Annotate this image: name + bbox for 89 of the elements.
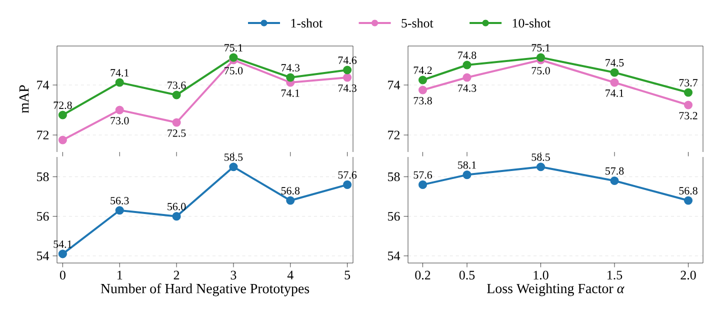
data-label: 57.6 [414,171,432,179]
x-tick-label: 2 [174,270,180,280]
x-axis-title: Number of Hard Negative Prototypes [100,283,310,296]
x-tick-label: 1 [118,270,122,280]
point [343,66,352,74]
data-label: 74.2 [414,66,432,74]
y-tick-label: 72 [37,130,49,140]
data-label: 73.6 [168,82,186,90]
x-tick-label: 0.2 [415,270,430,280]
y-tick-label: 54 [388,252,400,260]
data-label: 73.0 [110,117,129,124]
point [172,118,181,127]
point [229,53,238,62]
data-label: 75.0 [532,67,550,74]
point [462,170,472,180]
y-axis-title: mAP [19,85,29,114]
point [610,68,619,77]
x-tick-label: 1.0 [534,270,548,280]
x-tick-label: 2.0 [680,270,696,280]
data-label: 75.1 [532,44,550,52]
data-label: 75.1 [224,44,242,52]
data-label: 74.1 [110,69,129,77]
y-tick-label: 58 [37,172,49,182]
data-label: 74.3 [338,84,356,92]
data-label: 74.1 [606,89,624,97]
data-label: 57.6 [338,171,357,179]
point [58,250,67,258]
point [286,73,295,82]
y-tick-label: 74 [37,80,50,90]
point [172,90,181,100]
data-label: 58.5 [224,153,243,161]
data-label: 72.8 [54,102,72,110]
data-label: 74.3 [458,84,476,92]
point [115,78,124,87]
data-label: 74.6 [338,56,357,64]
point [343,73,352,82]
x-tick-label: 0.5 [459,270,475,280]
data-label: 58.5 [532,153,550,161]
x-tick-label: 5 [344,270,350,280]
x-tick-label: 1.5 [608,270,622,280]
point [115,106,124,114]
legend-label: 10-shot [512,18,551,28]
point [610,78,619,87]
point [684,196,693,205]
data-label: 75.0 [224,67,243,74]
data-label: 73.8 [414,97,432,104]
x-tick-label: 4 [287,270,294,280]
point [462,60,472,70]
data-label: 72.5 [168,130,186,137]
data-label: 54.1 [54,240,72,248]
point [418,180,428,189]
point [610,176,619,186]
data-label: 74.1 [282,89,300,97]
point [418,86,428,94]
data-label: 74.5 [606,59,624,67]
legend-label: 1-shot [291,18,322,28]
data-label: 58.1 [458,161,476,169]
point [536,162,546,172]
point [536,53,546,62]
data-label: 56.0 [168,202,186,210]
x-axis-title: Loss Weighting Factor α [487,283,624,296]
x-tick-label: 0 [60,270,66,280]
y-tick-label: 72 [388,130,400,140]
legend-label: 5-shot [402,18,434,28]
y-tick-label: 56 [37,212,49,221]
y-tick-label: 54 [37,252,50,260]
data-label: 73.7 [679,79,698,87]
y-tick-label: 74 [388,80,400,90]
point [684,88,693,97]
point [343,180,352,189]
x-tick-label: 3 [230,270,236,280]
data-label: 74.3 [282,64,300,72]
point [115,206,124,215]
point [58,110,67,120]
data-label: 56.8 [679,187,698,195]
data-label: 73.2 [679,112,698,120]
point [229,162,238,172]
data-label: 74.8 [458,52,476,60]
data-label: 56.8 [281,187,300,195]
point [418,76,428,84]
data-label: 57.8 [606,167,624,175]
point [58,136,67,144]
point [286,196,295,205]
data-label: 56.3 [110,196,129,204]
point [462,73,472,82]
point [172,212,181,221]
y-tick-label: 56 [388,212,400,221]
y-tick-label: 58 [388,172,400,182]
point [684,100,693,110]
